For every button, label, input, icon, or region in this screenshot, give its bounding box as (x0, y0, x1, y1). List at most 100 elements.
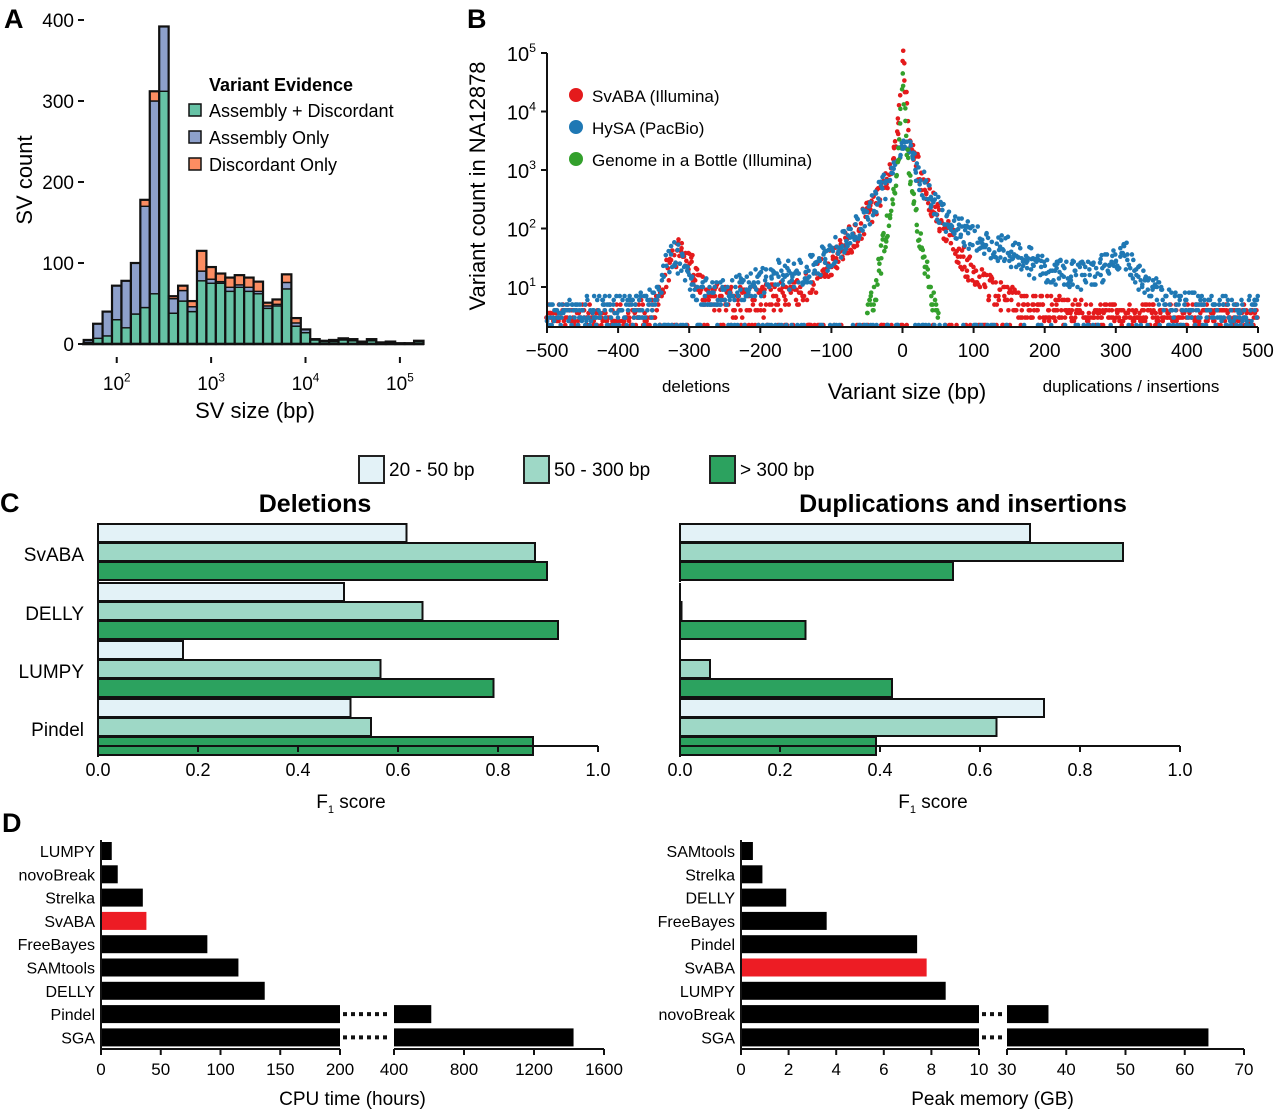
scatter-point (1238, 310, 1243, 316)
scatter-point (812, 268, 817, 273)
scatter-point (664, 263, 669, 269)
scatter-point (952, 231, 957, 237)
scatter-point (1153, 276, 1159, 281)
scatter-point (996, 235, 1001, 240)
scatter-point (917, 182, 923, 187)
scatter-point (911, 199, 917, 204)
legend-swatch (709, 455, 736, 484)
scatter-point (796, 280, 801, 285)
scatter-point (640, 302, 646, 307)
f1-bar (679, 659, 711, 679)
scatter-point (588, 318, 594, 324)
scatter-point (712, 284, 717, 290)
scatter-point (1223, 293, 1228, 299)
scatter-point (1058, 307, 1064, 313)
scatter-point (1078, 287, 1084, 292)
scatter-point (883, 178, 889, 184)
category-label: LUMPY (680, 984, 735, 1001)
panel-d-peak-memory: SAMtools Strelka DELLY FreeBayes Pindel SvABA… (658, 840, 1253, 1110)
scatter-point (1098, 256, 1103, 262)
scatter-point (649, 307, 655, 313)
scatter-point (689, 274, 695, 279)
x-tick-label: 500 (1242, 341, 1274, 362)
histogram-bar-segment (139, 306, 151, 345)
scatter-point (869, 193, 875, 198)
x-axis-label: F1 score (316, 792, 385, 816)
scatter-point (1227, 318, 1233, 324)
scatter-point (785, 258, 791, 264)
scatter-point (1212, 318, 1217, 324)
scatter-point (670, 248, 675, 253)
scatter-point (1047, 315, 1053, 320)
scatter-point (1193, 302, 1199, 307)
scatter-point (724, 302, 730, 307)
histogram-bar-segment (215, 282, 226, 345)
scatter-point (1038, 264, 1044, 270)
scatter-point (878, 179, 884, 185)
scatter-point (671, 240, 677, 245)
scatter-point (893, 183, 899, 189)
scatter-point (914, 206, 919, 212)
x-tick-label: 103 (197, 371, 225, 395)
scatter-point (1067, 284, 1072, 290)
scatter-point (818, 272, 823, 278)
scatter-point (1124, 240, 1129, 246)
scatter-point (735, 297, 741, 303)
scatter-point (614, 302, 619, 307)
histogram-bar-segment (243, 290, 255, 345)
scatter-point (962, 264, 967, 270)
x-tick-label: 0.0 (85, 760, 110, 780)
x-tick-label: 0.2 (185, 760, 210, 780)
resource-bar (741, 1028, 979, 1047)
resource-bar (394, 1028, 574, 1047)
scatter-point (951, 218, 957, 223)
resource-bar (101, 842, 112, 860)
histogram-bar-segment (234, 286, 245, 345)
scatter-point (584, 318, 589, 324)
scatter-point (901, 102, 907, 107)
scatter-point (903, 106, 908, 111)
scatter-point (904, 89, 909, 95)
scatter-point (1028, 267, 1034, 272)
scatter-point (1180, 315, 1185, 320)
scatter-point (867, 221, 873, 227)
scatter-point (971, 264, 976, 270)
f1-bar (97, 542, 536, 562)
scatter-point (1247, 293, 1252, 299)
scatter-point (1025, 302, 1030, 307)
x-tick-label: 2 (784, 1060, 793, 1079)
scatter-point (690, 252, 695, 258)
scatter-point (964, 268, 970, 273)
scatter-point (1154, 284, 1160, 290)
scatter-point (647, 297, 653, 303)
scatter-point (1246, 297, 1252, 303)
scatter-point (883, 196, 888, 202)
scatter-point (800, 297, 806, 303)
legend-swatch (188, 103, 202, 117)
scatter-point (1046, 307, 1052, 313)
scatter-point (1231, 302, 1237, 307)
scatter-point (694, 267, 700, 272)
category-label: SAMtools (667, 844, 735, 861)
scatter-point (776, 297, 781, 303)
scatter-point (1195, 307, 1201, 313)
scatter-point (733, 284, 738, 290)
scatter-point (732, 297, 737, 303)
scatter-point (944, 213, 949, 219)
scatter-point (591, 307, 596, 313)
scatter-point (1059, 315, 1064, 320)
scatter-point (1109, 307, 1115, 313)
scatter-point (732, 307, 738, 313)
scatter-point (924, 259, 930, 265)
f1-bar (679, 561, 954, 581)
histogram-bar-segment (120, 280, 132, 329)
x-tick-label: −200 (739, 341, 782, 362)
scatter-point (873, 297, 879, 303)
scatter-point (1185, 302, 1191, 307)
scatter-point (679, 240, 685, 246)
histogram-bar-segment (101, 310, 113, 337)
scatter-point (584, 293, 590, 299)
scatter-point (1125, 252, 1130, 257)
histogram-bar-segment (149, 90, 160, 102)
